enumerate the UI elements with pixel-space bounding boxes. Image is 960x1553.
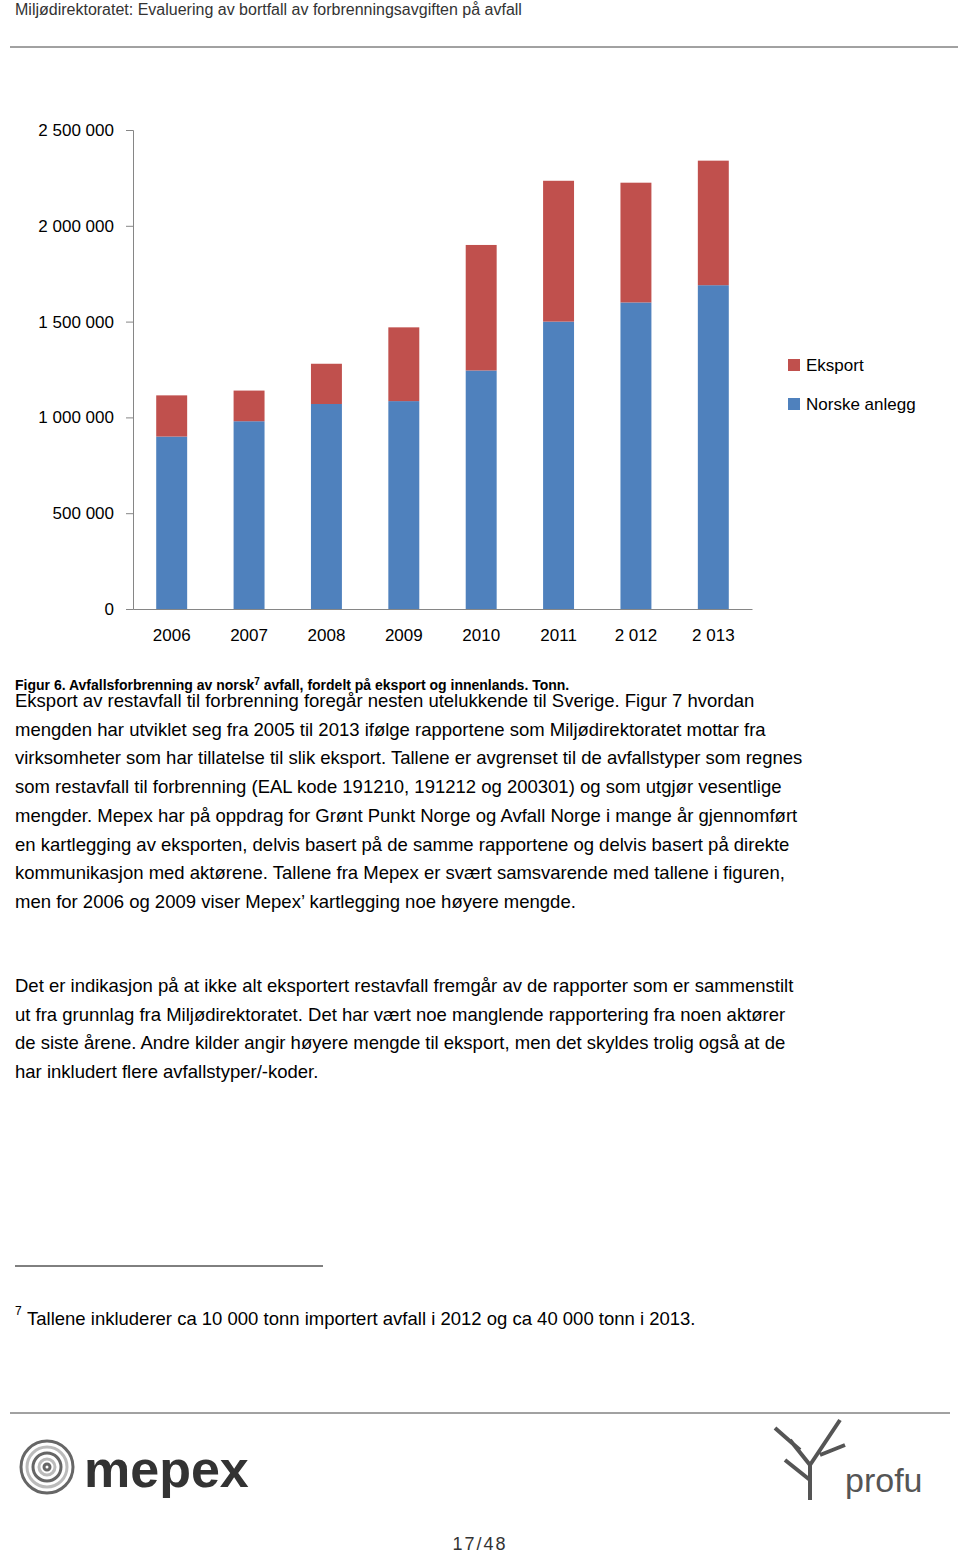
tick: 2 013 xyxy=(692,609,735,645)
tick-label: 2011 xyxy=(540,626,577,645)
bar xyxy=(466,245,497,370)
bar xyxy=(543,181,574,322)
bar xyxy=(698,285,729,609)
tick-label: 2010 xyxy=(462,626,500,645)
bars xyxy=(156,161,729,609)
tick: 2007 xyxy=(230,609,268,645)
tick-label: 1 500 000 xyxy=(38,313,114,332)
header-title: Miljødirektoratet: Evaluering av bortfal… xyxy=(15,1,522,18)
tick: 2006 xyxy=(153,609,191,645)
tick-label: 2006 xyxy=(153,626,191,645)
tick-label: 2007 xyxy=(230,626,268,645)
paragraph-line: mengder. Mepex har på oppdrag for Grønt … xyxy=(15,805,797,826)
bar xyxy=(156,395,187,436)
tick-label: 500 000 xyxy=(53,504,114,523)
tick-label: 2 013 xyxy=(692,626,735,645)
bar xyxy=(311,364,342,404)
header-rule xyxy=(10,47,958,48)
bar xyxy=(388,327,419,401)
tick-label: 1 000 000 xyxy=(38,408,114,427)
tick: 500 000 xyxy=(53,504,133,523)
axis-line xyxy=(126,131,134,610)
page: Miljødirektoratet: Evaluering av bortfal… xyxy=(0,0,960,1553)
legend-label: Eksport xyxy=(806,356,864,375)
tick: 2 012 xyxy=(615,609,658,645)
paragraph-line: ut fra grunnlag fra Miljødirektoratet. D… xyxy=(15,1004,785,1025)
axis-line xyxy=(134,609,753,610)
logo-ring xyxy=(27,1447,67,1487)
paragraph-line: de siste årene. Andre kilder angir høyer… xyxy=(15,1032,785,1053)
logo-text: profu xyxy=(845,1461,923,1499)
bar xyxy=(698,161,729,286)
logo: mepex xyxy=(21,1440,249,1498)
paragraph-line: har inkludert flere avfallstyper/-koder. xyxy=(15,1061,318,1082)
bar xyxy=(620,183,651,303)
legend-swatch xyxy=(788,359,800,371)
tick: 1 000 000 xyxy=(38,408,133,427)
y-axis: 0 500 000 1 000 000 1 500 000 2 000 000 2 500… xyxy=(38,121,133,619)
tick: 2010 xyxy=(462,609,500,645)
logo-tree xyxy=(775,1420,845,1500)
tick: 2011 xyxy=(540,609,577,645)
tick: 2008 xyxy=(308,609,346,645)
tick-mark xyxy=(126,417,133,418)
bar xyxy=(466,370,497,609)
tick-mark xyxy=(126,609,133,610)
bar xyxy=(388,401,419,609)
legend: Eksport Norske anlegg xyxy=(788,356,916,414)
bar xyxy=(620,302,651,609)
tick: 2 500 000 xyxy=(38,121,133,140)
tick-mark xyxy=(126,226,133,227)
tick: 2009 xyxy=(385,609,423,645)
legend-label: Norske anlegg xyxy=(806,395,916,414)
tick: 2 000 000 xyxy=(38,217,133,236)
footnote-text: Tallene inkluderer ca 10 000 tonn import… xyxy=(27,1308,696,1329)
tick-label: 2009 xyxy=(385,626,423,645)
paragraph-line: Det er indikasjon på at ikke alt eksport… xyxy=(15,975,793,996)
tick-label: 2 500 000 xyxy=(38,121,114,140)
x-axis: 2006 2007 2008 2009 2010 2011 2 012 2 013 xyxy=(134,609,753,645)
paragraph-line: virksomheter som har tillatelse til slik… xyxy=(15,747,802,768)
tick: 0 xyxy=(105,600,133,619)
bar xyxy=(234,391,265,422)
tick-mark xyxy=(126,513,133,514)
logo-ring xyxy=(39,1459,55,1475)
paragraph-line: kommunikasjon med aktørene. Tallene fra … xyxy=(15,862,785,883)
paragraph: Det er indikasjon på at ikke alt eksport… xyxy=(15,975,793,1082)
paragraph-line: mengden har utviklet seg fra 2005 til 20… xyxy=(15,719,766,740)
tick-label: 2 012 xyxy=(615,626,658,645)
series xyxy=(156,285,729,609)
paragraph-line: en kartlegging av eksporten, delvis base… xyxy=(15,834,789,855)
bar xyxy=(311,404,342,609)
chart: 0 500 000 1 000 000 1 500 000 2 000 000 2 500… xyxy=(38,121,752,645)
tick-label: 2008 xyxy=(308,626,346,645)
tick-label: 2 000 000 xyxy=(38,217,114,236)
logo-ring xyxy=(33,1453,61,1481)
legend-swatch xyxy=(788,398,800,410)
tick-label: 0 xyxy=(105,600,114,619)
bar xyxy=(234,421,265,609)
paragraph-line: som restavfall til forbrenning (EAL kode… xyxy=(15,776,782,797)
logo-text: mepex xyxy=(84,1440,249,1498)
bar xyxy=(156,437,187,609)
paragraph-line: men for 2006 og 2009 viser Mepex’ kartle… xyxy=(15,891,576,912)
paragraph-line: Eksport av restavfall til forbrenning fo… xyxy=(15,690,754,711)
logo-ring xyxy=(44,1464,50,1470)
logo: profu xyxy=(775,1420,923,1500)
footnote-marker: 7 xyxy=(15,1304,22,1318)
paragraph: Eksport av restavfall til forbrenning fo… xyxy=(15,690,802,912)
bar xyxy=(543,322,574,609)
logo-ring xyxy=(21,1441,73,1493)
page-number: 17/48 xyxy=(452,1534,507,1553)
tick-mark xyxy=(126,130,133,131)
tick-mark xyxy=(126,322,133,323)
tick: 1 500 000 xyxy=(38,313,133,332)
footnote-rule xyxy=(15,1266,323,1267)
footer-rule xyxy=(10,1413,950,1414)
series xyxy=(156,161,729,437)
